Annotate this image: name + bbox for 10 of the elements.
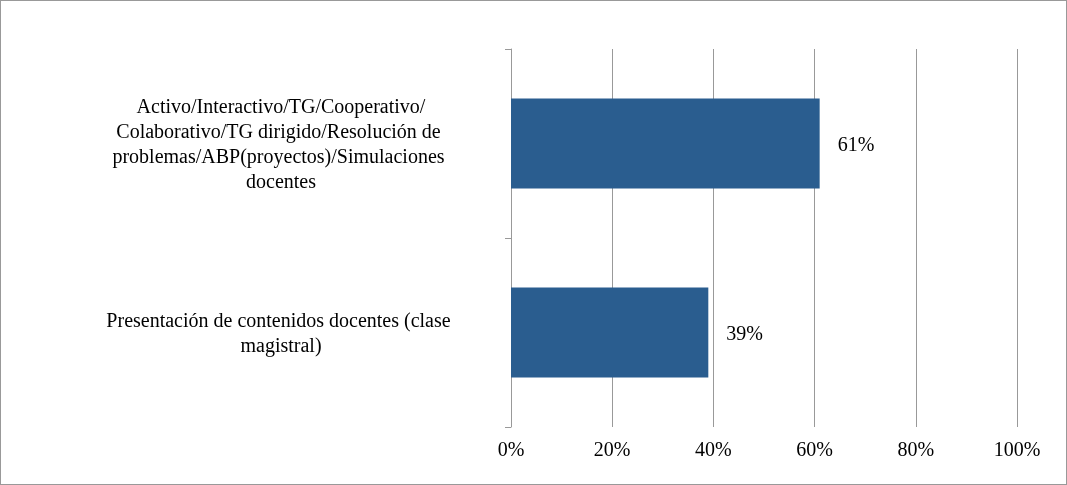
x-tick-label: 80% [897, 438, 935, 460]
x-tick-label: 40% [695, 438, 732, 460]
x-tick-label: 20% [593, 438, 631, 460]
x-tick-label: 0% [497, 438, 525, 460]
x-tick-label: 100% [993, 438, 1041, 460]
y-tick-label: Activo/Interactivo/TG/Cooperativo/Colaborativo/TG dirigido/Resolución de problemas/ABP(proyectos)/Simulaciones docentes [112, 95, 450, 192]
data-label: 61% [837, 132, 875, 155]
data-label: 39% [726, 321, 764, 344]
x-tick-label: 60% [796, 438, 833, 460]
y-tick-label: Presentación de contenidos docentes (clase magistral) [106, 309, 456, 357]
